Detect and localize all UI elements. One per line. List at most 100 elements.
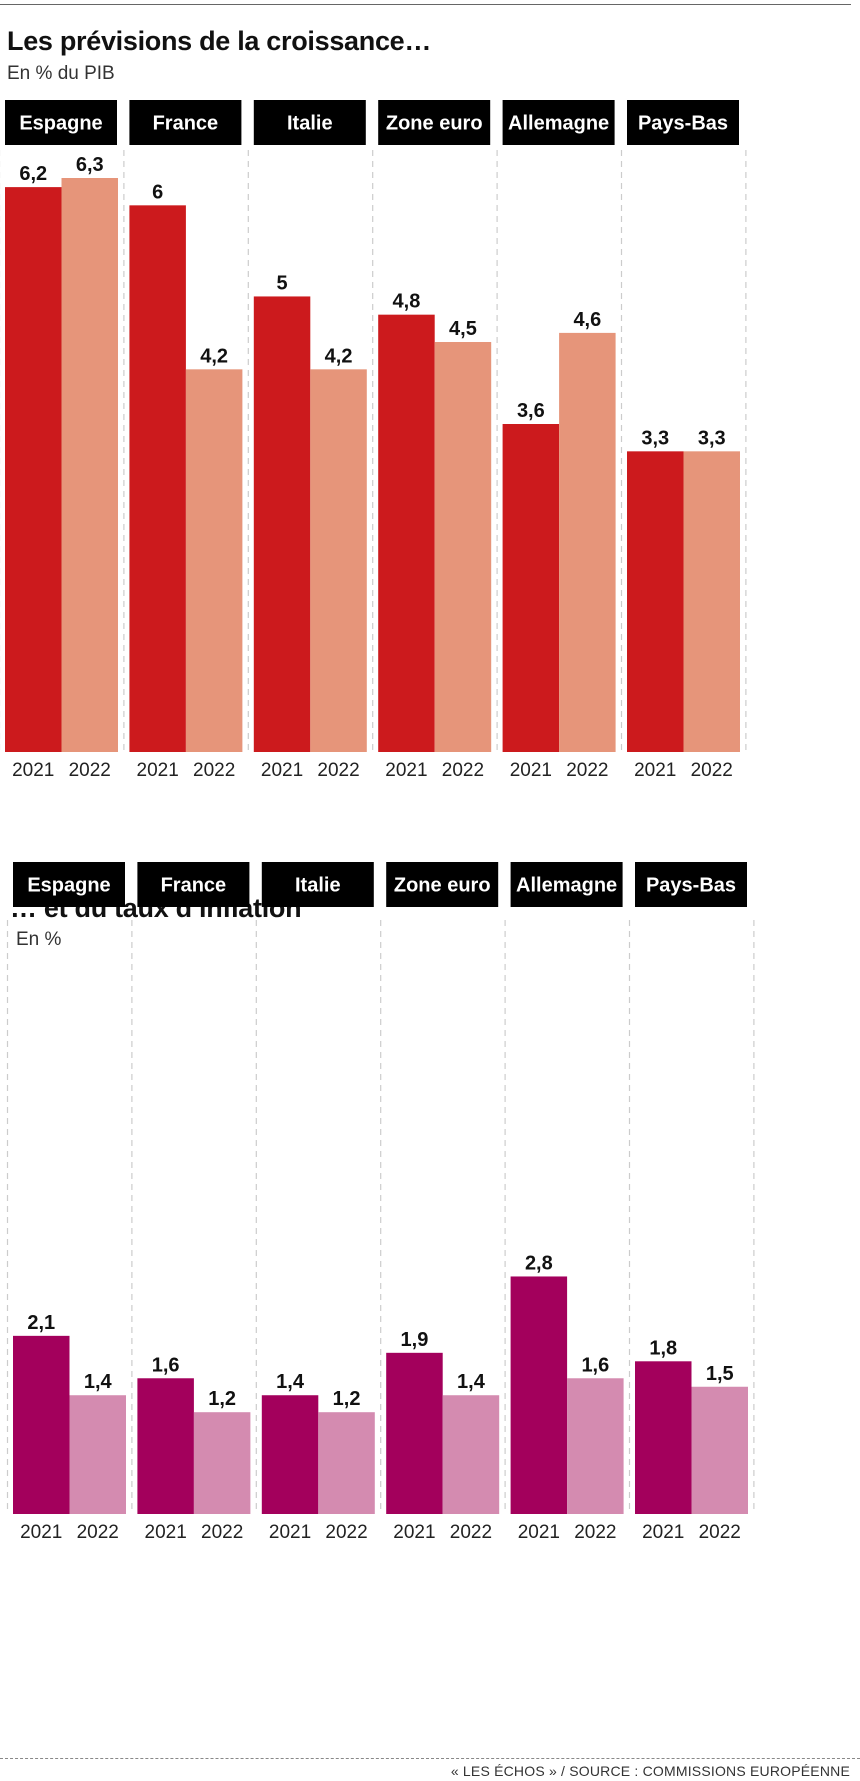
category-label: Italie	[287, 113, 333, 135]
bar-2022	[61, 178, 118, 752]
bar-value-label: 3,3	[641, 427, 669, 449]
bar-2021	[502, 424, 560, 752]
bar-value-label: 4,2	[325, 345, 353, 367]
bar-value-label: 5	[276, 272, 287, 294]
bar-value-label: 3,6	[517, 400, 545, 422]
year-tick-label: 2022	[325, 1522, 367, 1543]
inflation-chart-subtitle: En %	[16, 929, 62, 950]
footer-rule	[0, 1758, 860, 1759]
category-label: Italie	[295, 875, 341, 897]
growth-chart-subtitle: En % du PIB	[7, 63, 115, 84]
bar-value-label: 6	[152, 181, 163, 203]
category-header	[378, 100, 491, 145]
bar-2021	[5, 187, 62, 753]
category-label: Pays-Bas	[638, 113, 728, 135]
bar-2022	[318, 1412, 375, 1514]
bar-value-label: 4,6	[573, 309, 601, 331]
category-header	[5, 100, 117, 145]
year-tick-label: 2021	[518, 1522, 560, 1543]
bar-2021	[253, 296, 311, 752]
bar-2021	[13, 1335, 70, 1514]
bar-value-label: 1,2	[208, 1388, 236, 1410]
bar-value-label: 6,3	[76, 154, 104, 176]
category-header	[253, 100, 366, 145]
year-tick-label: 2022	[442, 760, 484, 781]
bar-2022	[691, 1386, 748, 1514]
source-note: « LES ÉCHOS » / SOURCE : COMMISSIONS EUR…	[450, 1763, 850, 1779]
bar-2022	[310, 369, 367, 752]
bar-2022	[69, 1395, 126, 1514]
bar-value-label: 1,4	[84, 1371, 113, 1393]
bar-2021	[129, 205, 186, 753]
category-label: Allemagne	[508, 113, 609, 135]
category-label: Zone euro	[394, 875, 491, 897]
bar-value-label: 4,2	[200, 345, 228, 367]
category-label: Espagne	[27, 875, 110, 897]
bar-value-label: 2,8	[525, 1252, 553, 1274]
year-tick-label: 2021	[385, 760, 427, 781]
bar-value-label: 1,9	[401, 1329, 429, 1351]
bar-value-label: 4,5	[449, 318, 477, 340]
year-tick-label: 2021	[20, 1522, 62, 1543]
year-tick-label: 2022	[193, 760, 235, 781]
bar-2022	[683, 451, 740, 752]
year-tick-label: 2021	[137, 760, 179, 781]
bar-2022	[193, 1412, 251, 1514]
year-tick-label: 2022	[317, 760, 359, 781]
year-tick-label: 2022	[699, 1522, 741, 1543]
bar-2021	[386, 1352, 443, 1514]
year-tick-label: 2022	[450, 1522, 492, 1543]
category-header	[13, 862, 125, 907]
category-header	[386, 862, 499, 907]
bar-value-label: 4,8	[393, 291, 421, 313]
bar-value-label: 6,2	[19, 163, 47, 185]
category-label: France	[153, 113, 219, 135]
year-tick-label: 2022	[69, 760, 111, 781]
bar-2021	[378, 314, 435, 752]
year-tick-label: 2022	[691, 760, 733, 781]
bar-value-label: 3,3	[698, 427, 726, 449]
bar-2021	[510, 1276, 568, 1514]
bar-2022	[434, 342, 492, 752]
year-tick-label: 2021	[261, 760, 303, 781]
year-tick-label: 2022	[574, 1522, 616, 1543]
year-tick-label: 2021	[510, 760, 552, 781]
category-header	[129, 100, 242, 145]
bar-2022	[567, 1378, 624, 1514]
bar-2021	[261, 1395, 319, 1514]
bar-2021	[635, 1361, 692, 1514]
bar-value-label: 1,6	[581, 1354, 609, 1376]
category-header	[627, 100, 739, 145]
growth-chart: Espagne 6,2 2021 6,3 2022 France 6 2021 4,2 2022 I…	[0, 100, 747, 781]
year-tick-label: 2021	[634, 760, 676, 781]
category-label: France	[161, 875, 227, 897]
category-label: Zone euro	[386, 113, 483, 135]
category-header	[635, 862, 747, 907]
year-tick-label: 2021	[393, 1522, 435, 1543]
bar-2022	[442, 1395, 500, 1514]
growth-chart-title: Les prévisions de la croissance…	[7, 26, 432, 56]
category-header	[137, 862, 250, 907]
bar-2022	[559, 332, 616, 752]
bar-value-label: 1,6	[152, 1354, 180, 1376]
bar-2021	[627, 451, 684, 752]
category-label: Allemagne	[516, 875, 617, 897]
year-tick-label: 2021	[269, 1522, 311, 1543]
bar-value-label: 1,4	[457, 1371, 486, 1393]
bar-value-label: 1,4	[276, 1371, 305, 1393]
bar-2021	[137, 1378, 194, 1514]
category-label: Espagne	[19, 113, 102, 135]
year-tick-label: 2021	[12, 760, 54, 781]
bar-value-label: 1,5	[706, 1363, 734, 1385]
year-tick-label: 2021	[145, 1522, 187, 1543]
top-rule	[0, 4, 851, 5]
category-header	[502, 100, 615, 145]
year-tick-label: 2022	[201, 1522, 243, 1543]
year-tick-label: 2021	[642, 1522, 684, 1543]
category-label: Pays-Bas	[646, 875, 736, 897]
bar-value-label: 2,1	[27, 1312, 55, 1334]
year-tick-label: 2022	[566, 760, 608, 781]
category-header	[510, 862, 623, 907]
bar-2022	[185, 369, 243, 752]
